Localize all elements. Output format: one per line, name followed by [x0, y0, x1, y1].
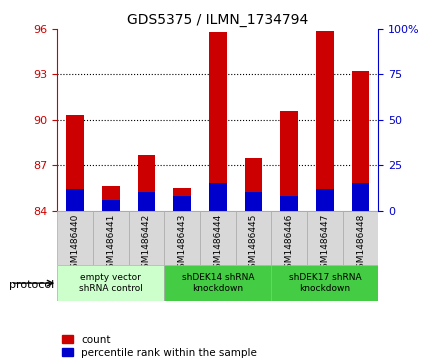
Bar	[280, 196, 298, 211]
Text: protocol: protocol	[9, 280, 54, 290]
Bar	[138, 155, 155, 211]
Bar	[352, 183, 370, 211]
Bar	[209, 32, 227, 211]
Text: GSM1486442: GSM1486442	[142, 213, 151, 273]
Bar	[245, 158, 262, 211]
Bar	[173, 188, 191, 211]
Bar	[307, 211, 343, 265]
Text: GSM1486447: GSM1486447	[320, 213, 330, 274]
Text: GSM1486441: GSM1486441	[106, 213, 115, 274]
Bar	[271, 211, 307, 265]
Bar	[352, 72, 370, 211]
Text: shDEK17 shRNA
knockdown: shDEK17 shRNA knockdown	[289, 273, 361, 293]
Bar	[173, 196, 191, 211]
Bar	[209, 183, 227, 211]
Bar	[200, 211, 236, 265]
Legend: count, percentile rank within the sample: count, percentile rank within the sample	[62, 335, 257, 358]
Text: shDEK14 shRNA
knockdown: shDEK14 shRNA knockdown	[182, 273, 254, 293]
Bar	[57, 211, 93, 265]
Text: GSM1486440: GSM1486440	[70, 213, 80, 274]
Bar	[66, 115, 84, 211]
Bar	[236, 211, 271, 265]
Title: GDS5375 / ILMN_1734794: GDS5375 / ILMN_1734794	[127, 13, 308, 26]
Bar	[343, 211, 378, 265]
Text: GSM1486444: GSM1486444	[213, 213, 222, 273]
Bar	[316, 189, 334, 211]
Bar	[164, 211, 200, 265]
Text: GSM1486443: GSM1486443	[178, 213, 187, 274]
Bar	[138, 192, 155, 211]
Bar	[271, 265, 378, 301]
Text: GSM1486445: GSM1486445	[249, 213, 258, 274]
Bar	[57, 265, 164, 301]
Bar	[280, 111, 298, 211]
Text: GSM1486448: GSM1486448	[356, 213, 365, 274]
Bar	[93, 211, 128, 265]
Bar	[245, 192, 262, 211]
Bar	[66, 189, 84, 211]
Bar	[164, 265, 271, 301]
Bar	[316, 30, 334, 211]
Bar	[102, 186, 120, 211]
Bar	[102, 200, 120, 211]
Text: GSM1486446: GSM1486446	[285, 213, 293, 274]
Text: empty vector
shRNA control: empty vector shRNA control	[79, 273, 143, 293]
Bar	[128, 211, 164, 265]
